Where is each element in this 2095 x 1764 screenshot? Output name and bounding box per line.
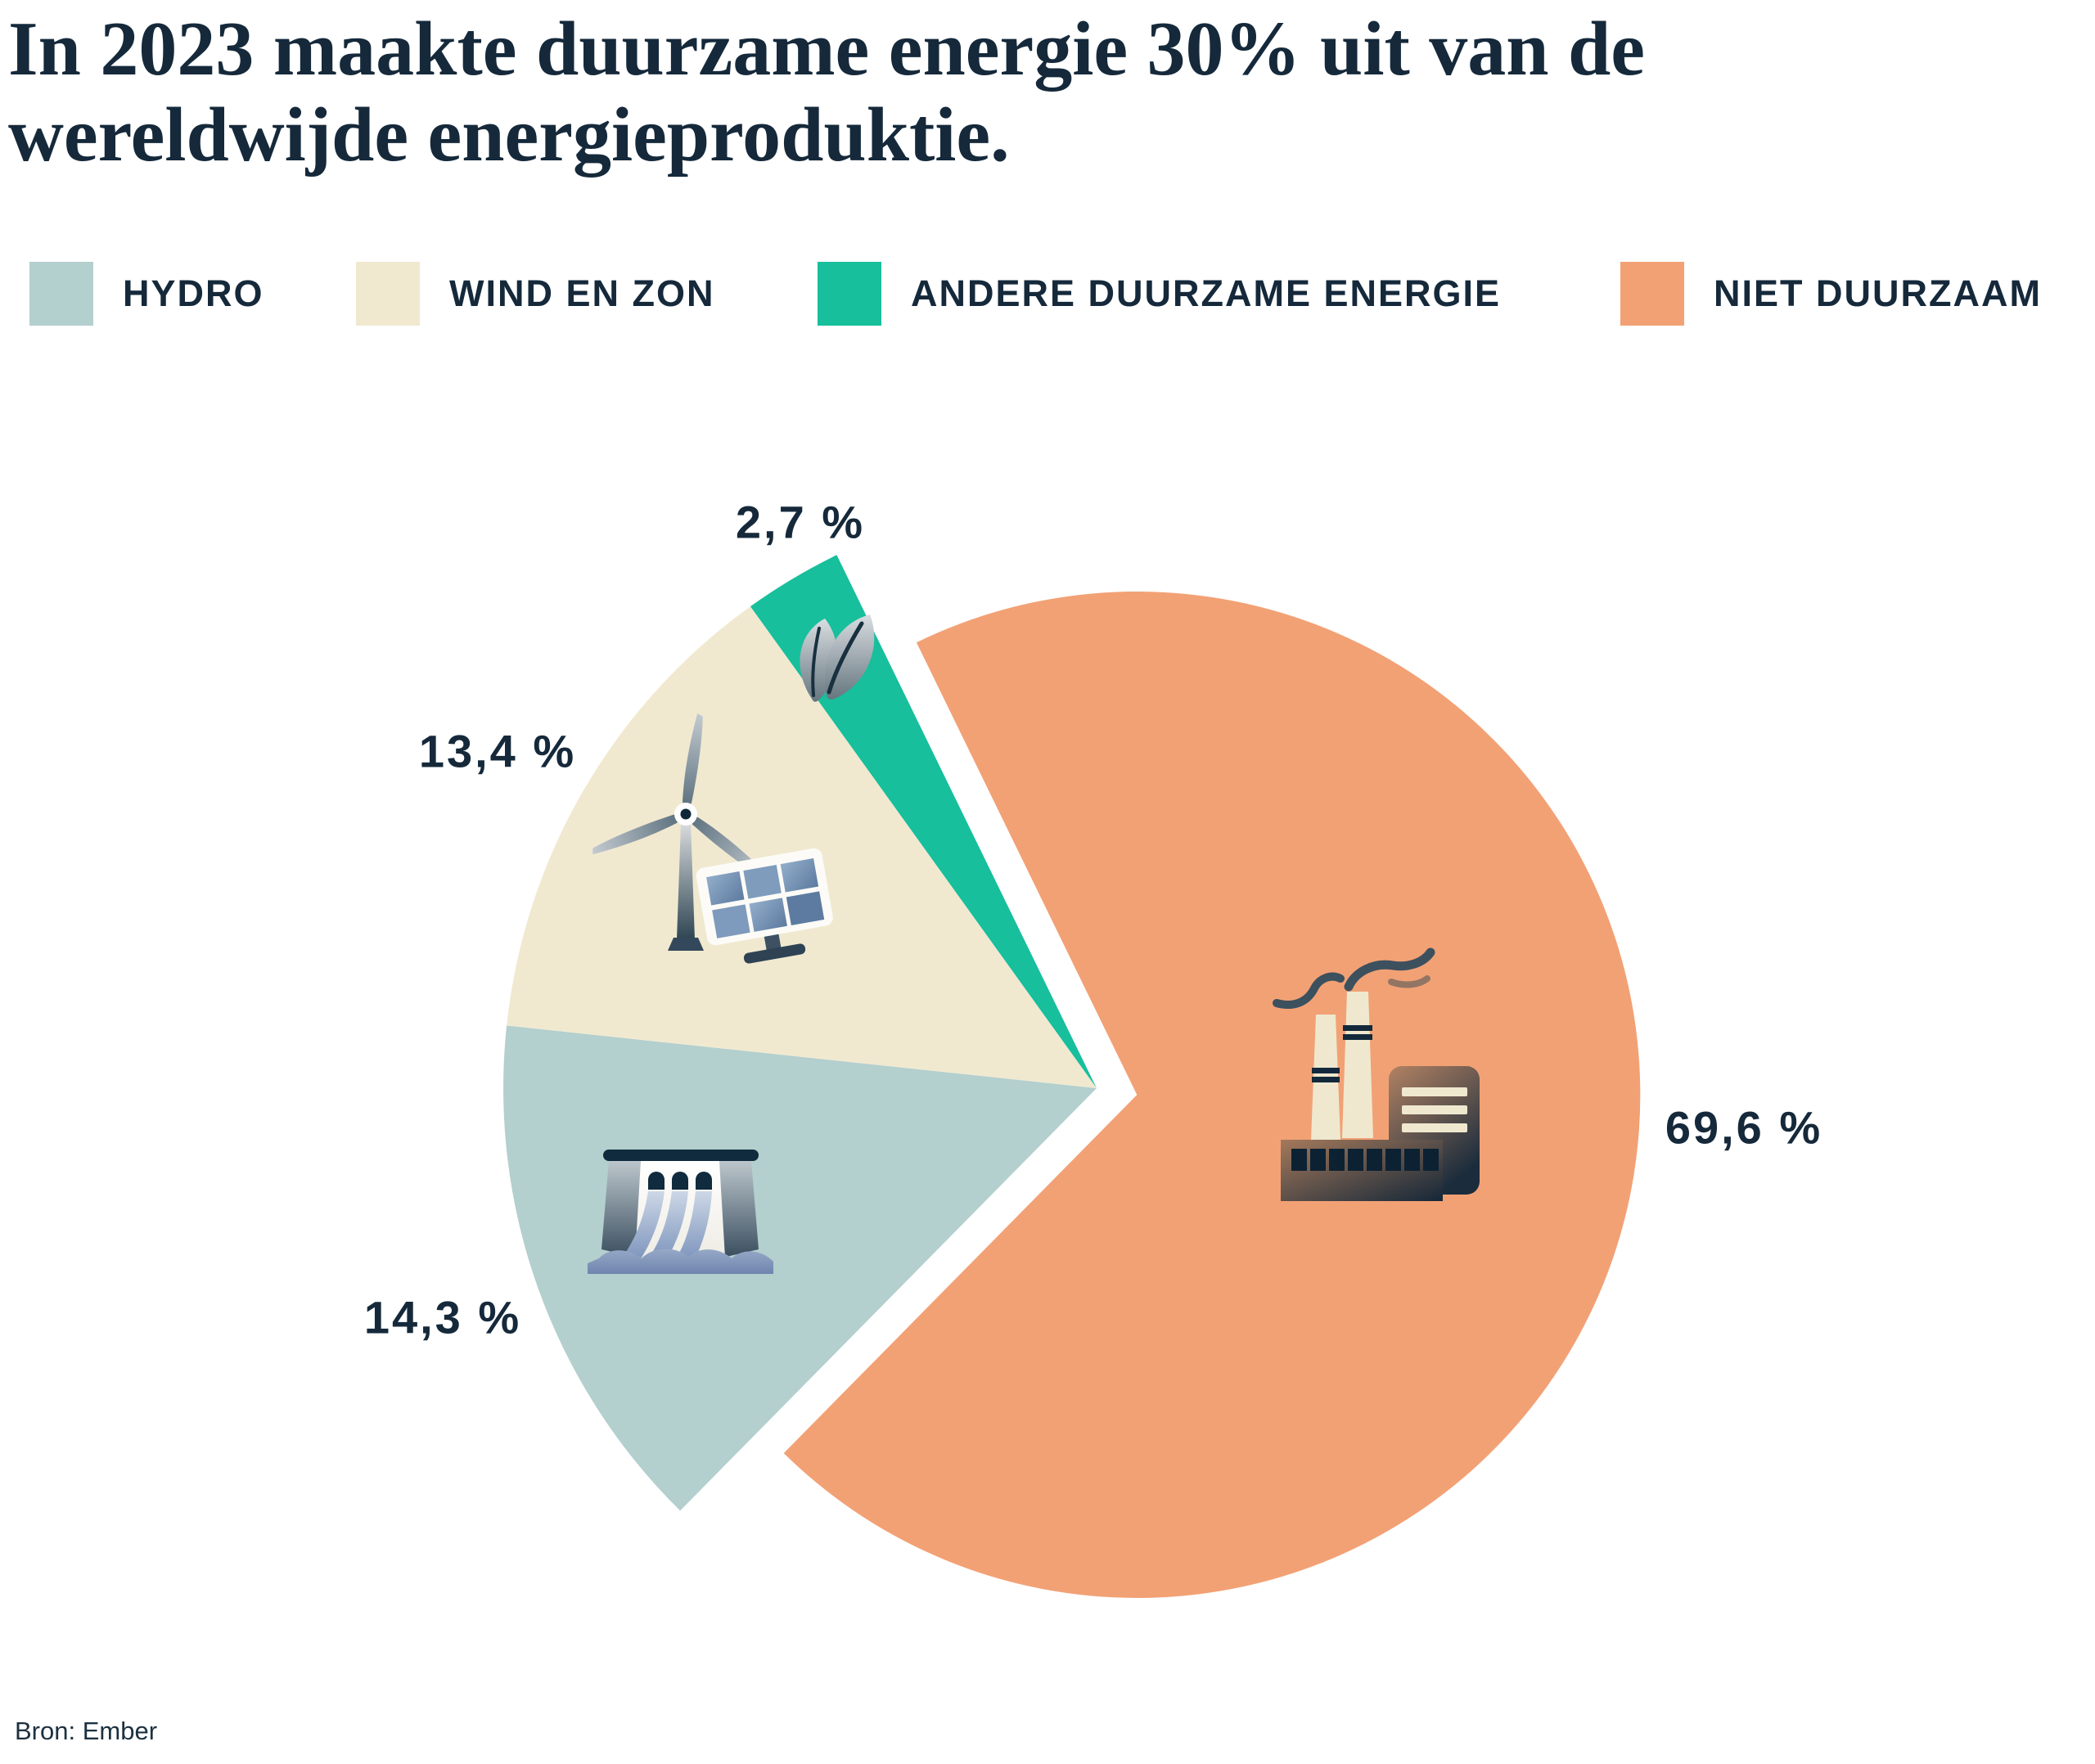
pie-slice-niet-duurzaam bbox=[783, 592, 1641, 1599]
factory-icon bbox=[1273, 947, 1480, 1201]
label-hydro: 14,3 % bbox=[363, 1291, 522, 1343]
legend-item-wind-en-zon: WIND EN ZON bbox=[356, 262, 714, 326]
legend-label-niet-duurzaam: NIET DUURZAAM bbox=[1714, 272, 2042, 314]
hydro-dam-icon bbox=[588, 1150, 773, 1274]
chart-title-line2: wereldwijde energieproduktie. bbox=[8, 92, 1010, 178]
legend-swatch-wind-en-zon bbox=[356, 262, 420, 326]
legend-swatch-niet-duurzaam bbox=[1620, 262, 1684, 326]
label-andere-duurzame-energie: 2,7 % bbox=[735, 496, 866, 548]
pie-slice-hydro bbox=[503, 1025, 1097, 1511]
legend-swatch-andere-duurzame-energie bbox=[818, 262, 881, 326]
pie-slice-wind-en-zon bbox=[507, 606, 1097, 1088]
leaf-icon bbox=[800, 614, 875, 702]
legend-swatch-hydro bbox=[29, 262, 93, 326]
legend-item-andere-duurzame-energie: ANDERE DUURZAME ENERGIE bbox=[818, 262, 1501, 326]
legend-label-wind-en-zon: WIND EN ZON bbox=[449, 272, 715, 314]
legend-label-hydro: HYDRO bbox=[123, 272, 264, 314]
legend-label-andere-duurzame-energie: ANDERE DUURZAME ENERGIE bbox=[911, 272, 1502, 314]
wind-solar-icon bbox=[592, 713, 833, 964]
label-niet-duurzaam: 69,6 % bbox=[1665, 1101, 1823, 1154]
legend-item-niet-duurzaam: NIET DUURZAAM bbox=[1620, 262, 2042, 326]
legend: HYDRO WIND EN ZON ANDERE DUURZAME ENERGI… bbox=[0, 262, 2095, 329]
source-note: Bron: Ember bbox=[15, 1717, 158, 1745]
chart-title: In 2023 maakte duurzame energie 30% uit … bbox=[8, 7, 1645, 179]
legend-item-hydro: HYDRO bbox=[29, 262, 264, 326]
label-wind-en-zon: 13,4 % bbox=[418, 725, 577, 777]
chart-title-line1: In 2023 maakte duurzame energie 30% uit … bbox=[8, 7, 1646, 92]
